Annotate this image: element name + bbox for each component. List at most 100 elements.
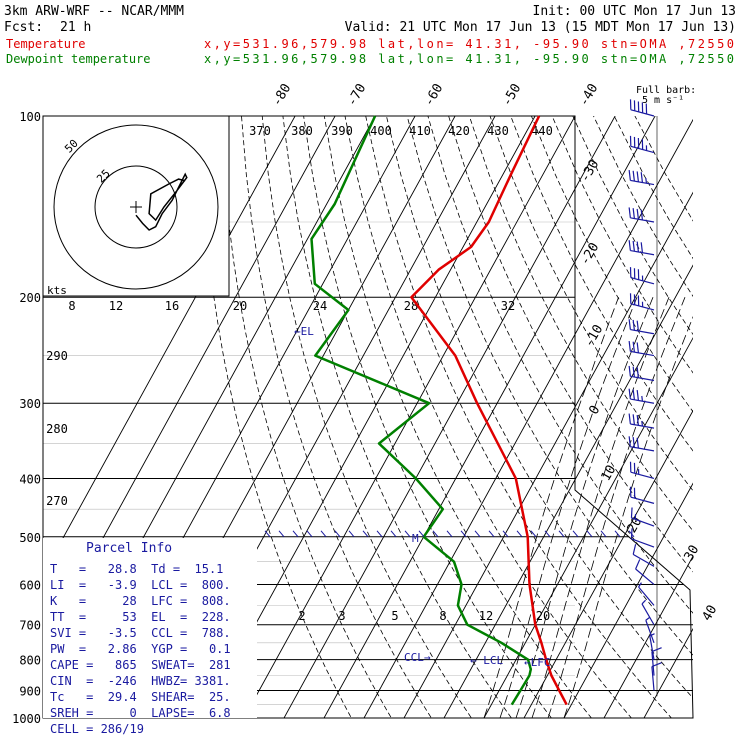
sb-tick [559, 531, 564, 537]
wind-barb-flag [629, 170, 630, 180]
sb-tick [419, 531, 424, 537]
wind-barb-flag [637, 438, 638, 448]
moist-adiabat [548, 297, 685, 718]
dry-adiabat [573, 116, 740, 731]
model-title: 3km ARW-WRF -- NCAR/MMM [4, 4, 184, 19]
dry-adiabat [428, 116, 740, 731]
pressure-tick-label: 200 [19, 291, 41, 305]
wind-barb-flag [637, 390, 638, 400]
wind-barb [629, 170, 654, 185]
lcl-marker: ← LCL [470, 654, 503, 667]
wind-barb [629, 240, 654, 255]
wind-barb-flag [633, 171, 634, 181]
dry-adiabat-label: 400 [370, 124, 392, 138]
dewpoint-field-info: x,y=531.96,579.98 lat,lon= 41.31, -95.90… [204, 52, 734, 66]
isotherm [277, 103, 622, 731]
wind-barb-half [642, 600, 646, 604]
wind-barb-staff [642, 604, 654, 625]
parcel-info-row: CAPE = 865 SWEAT= 281 [50, 658, 231, 672]
pressure-tick-label: 800 [19, 654, 41, 668]
isotherm-label: 30 [682, 543, 703, 564]
isotherm [237, 103, 582, 731]
parcel-info-row: LI = -3.9 LCL = 800. [50, 578, 231, 592]
wind-barb-flag [629, 207, 630, 217]
sb-tick [391, 531, 396, 537]
mixing-ratio-label: 8 [439, 609, 446, 623]
dry-adiabat [594, 116, 740, 731]
mixing-ratio-label: 20 [536, 609, 550, 623]
forecast-hours: 21 h [60, 20, 91, 35]
temperature-field-name: Temperature [6, 37, 85, 51]
wind-barb-flag [629, 319, 630, 329]
sb-tick [335, 531, 340, 537]
wind-barb-flag [637, 242, 638, 252]
parcel-info-title: Parcel Info [86, 541, 172, 556]
pressure-tick-label: 400 [19, 472, 41, 486]
parcel-info-row: SVI = -3.5 CCL = 788. [50, 626, 231, 640]
isotherm-label: -60 [422, 81, 447, 109]
wind-barb-flag [633, 320, 634, 330]
wind-barb-half [642, 396, 643, 401]
dry-adiabat-label: 380 [291, 124, 313, 138]
m-marker: M [412, 532, 419, 545]
wind-barb-flag [631, 507, 632, 517]
sb-tick [489, 531, 494, 537]
parcel-info-row: CELL = 286/19 [50, 722, 144, 736]
mixing-ratio-label: 32 [501, 299, 515, 313]
sb-tick [587, 531, 592, 537]
sb-tick [615, 531, 620, 537]
mixing-ratio-label: 3 [338, 609, 345, 623]
parcel-info-row: SREH = 0 LAPSE= 6.8 [50, 706, 231, 720]
wind-barb-staff [639, 587, 654, 605]
wind-barb-flag [637, 171, 638, 181]
isotherm-label: -30 [578, 157, 603, 185]
sb-tick [279, 531, 284, 537]
forecast-label: Fcst: [4, 20, 43, 35]
parcel-info-row: Tc = 29.4 SHEAR= 25. [50, 690, 231, 704]
wind-barb-half [642, 421, 643, 426]
wind-barb [639, 583, 654, 606]
dry-adiabat-label: 370 [249, 124, 271, 138]
sb-tick [307, 531, 312, 537]
wind-barb-flag [633, 367, 634, 377]
pressure-tick-label: 1000 [12, 712, 41, 726]
dry-adiabat [242, 116, 440, 731]
wind-barb-flag [629, 366, 630, 376]
isotherm-label: -40 [577, 81, 602, 109]
pressure-tick-label: 900 [19, 684, 41, 698]
sb-tick [377, 531, 382, 537]
sb-tick [293, 531, 298, 537]
wind-barb-flag [636, 559, 640, 569]
mixing-ratio-label: 12 [479, 609, 493, 623]
wind-barb-flag [641, 210, 642, 220]
wind-barb-flag [637, 342, 638, 352]
parcel-info-row: PW = 2.86 YGP = 0.1 [50, 642, 231, 656]
sb-tick [447, 531, 452, 537]
isotherm-label: -10 [582, 322, 607, 350]
wind-barb-flag [637, 367, 638, 377]
dry-adiabat [283, 116, 521, 731]
pressure-tick-label: 500 [19, 531, 41, 545]
parcel-info-panel: Parcel Info T = 28.8 Td = 15.1 LI = -3.9… [50, 541, 231, 736]
ccl-marker: CCL→ [404, 651, 431, 664]
mixing-ratio-label: 24 [313, 299, 327, 313]
sb-tick [405, 531, 410, 537]
wind-barb-flag [633, 389, 634, 399]
sb-tick [475, 531, 480, 537]
dry-adiabat-label: 420 [448, 124, 470, 138]
dry-adiabat-label: 430 [487, 124, 509, 138]
dewpoint-field-name: Dewpoint temperature [6, 52, 151, 66]
isotherm-label: -50 [500, 81, 525, 109]
init-time: Init: 00 UTC Mon 17 Jun 13 [533, 4, 737, 19]
mixing-ratio-label: 5 [391, 609, 398, 623]
temperature-field-info: x,y=531.96,579.98 lat,lon= 41.31, -95.90… [204, 37, 734, 51]
wind-barb-flag [637, 415, 638, 425]
mixing-ratio-label: 16 [165, 299, 179, 313]
sb-tick [573, 531, 578, 537]
dry-adiabat [511, 116, 740, 731]
wind-barb [629, 436, 654, 451]
dry-adiabat-label: 290 [46, 349, 68, 363]
wind-barb [629, 207, 654, 222]
mixing-ratio-label: 2 [298, 609, 305, 623]
parcel-info-row: K = 28 LFC = 808. [50, 594, 231, 608]
